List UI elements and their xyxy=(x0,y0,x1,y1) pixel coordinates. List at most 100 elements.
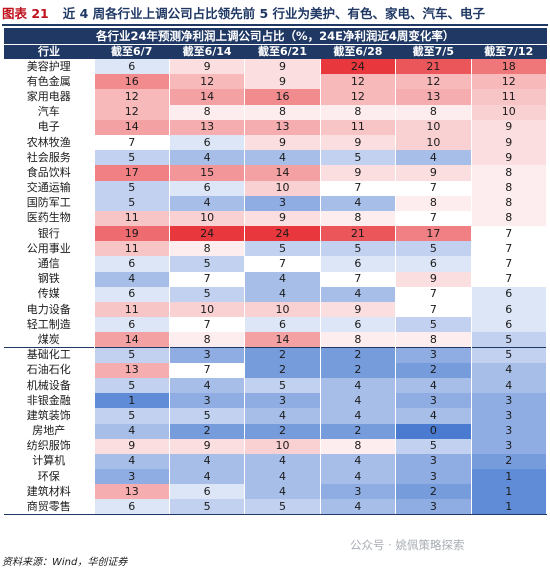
value-cell: 4 xyxy=(320,393,397,409)
value-cell: 4 xyxy=(320,286,397,302)
value-cell: 2 xyxy=(471,453,548,470)
value-cell: 7 xyxy=(471,271,548,287)
industry-name: 纺织服饰 xyxy=(4,438,95,454)
table-row: 农林牧渔 7 6 9 9 10 9 xyxy=(4,134,548,151)
value-cell: 13 xyxy=(169,119,246,135)
table-row: 煤炭 14 8 14 8 8 5 xyxy=(4,332,548,348)
value-cell: 2 xyxy=(320,423,397,439)
value-cell: 5 xyxy=(169,408,246,424)
value-cell: 12 xyxy=(94,104,170,120)
table-row: 汽车 12 8 8 8 8 10 xyxy=(4,104,548,120)
value-cell: 5 xyxy=(471,332,548,348)
industry-name: 传媒 xyxy=(4,286,95,302)
value-cell: 3 xyxy=(320,484,397,500)
value-cell: 8 xyxy=(320,438,397,454)
industry-name: 交通运输 xyxy=(4,180,95,196)
value-cell: 5 xyxy=(471,347,548,363)
value-cell: 7 xyxy=(471,241,548,257)
value-cell: 1 xyxy=(471,484,548,500)
industry-name: 煤炭 xyxy=(4,332,95,348)
value-cell: 4 xyxy=(94,271,170,287)
value-cell: 6 xyxy=(94,499,170,516)
value-cell: 4 xyxy=(320,377,397,394)
value-cell: 4 xyxy=(320,408,397,424)
column-header-date: 截至6/28 xyxy=(320,43,396,59)
industry-name: 非银金融 xyxy=(4,393,95,409)
value-cell: 9 xyxy=(471,150,548,166)
value-cell: 6 xyxy=(320,317,397,333)
value-cell: 24 xyxy=(244,226,321,242)
value-cell: 13 xyxy=(395,89,472,105)
value-cell: 14 xyxy=(169,89,246,105)
table-row: 非银金融 1 3 3 4 3 3 xyxy=(4,393,548,409)
value-cell: 8 xyxy=(471,195,548,211)
value-cell: 12 xyxy=(320,74,397,90)
value-cell: 5 xyxy=(320,150,397,166)
value-cell: 4 xyxy=(244,408,321,424)
value-cell: 8 xyxy=(320,210,397,227)
table-row: 商贸零售 6 5 5 4 3 1 xyxy=(4,499,548,516)
value-cell: 3 xyxy=(395,469,472,485)
value-cell: 9 xyxy=(169,59,246,75)
value-cell: 7 xyxy=(395,286,472,302)
value-cell: 19 xyxy=(94,226,170,242)
value-cell: 9 xyxy=(320,302,397,318)
value-cell: 7 xyxy=(169,317,246,333)
column-header-date: 截至6/14 xyxy=(169,43,245,59)
value-cell: 3 xyxy=(169,347,246,363)
table-row: 建筑装饰 5 5 4 4 4 3 xyxy=(4,408,548,424)
value-cell: 7 xyxy=(244,256,321,272)
value-cell: 17 xyxy=(395,226,472,242)
value-cell: 4 xyxy=(320,195,397,211)
value-cell: 4 xyxy=(244,453,321,470)
value-cell: 5 xyxy=(244,499,321,516)
industry-name: 房地产 xyxy=(4,423,95,439)
value-cell: 5 xyxy=(244,241,321,257)
table-row: 国防军工 5 4 3 4 8 8 xyxy=(4,195,548,211)
value-cell: 9 xyxy=(169,438,246,454)
table-row: 环保 3 4 4 4 3 1 xyxy=(4,469,548,485)
value-cell: 3 xyxy=(471,408,548,424)
value-cell: 14 xyxy=(244,332,321,348)
value-cell: 4 xyxy=(244,271,321,287)
value-cell: 7 xyxy=(395,210,472,227)
value-cell: 3 xyxy=(471,393,548,409)
value-cell: 7 xyxy=(471,226,548,242)
value-cell: 2 xyxy=(244,423,321,439)
value-cell: 3 xyxy=(169,393,246,409)
value-cell: 5 xyxy=(244,377,321,394)
value-cell: 5 xyxy=(94,408,170,424)
value-cell: 4 xyxy=(169,453,246,470)
value-cell: 9 xyxy=(244,74,321,90)
value-cell: 10 xyxy=(244,438,321,454)
value-cell: 4 xyxy=(169,195,246,211)
value-cell: 4 xyxy=(244,150,321,166)
value-cell: 2 xyxy=(320,362,397,378)
value-cell: 6 xyxy=(244,317,321,333)
industry-name: 通信 xyxy=(4,256,95,272)
value-cell: 11 xyxy=(320,119,397,135)
value-cell: 6 xyxy=(320,256,397,272)
column-header-industry: 行业 xyxy=(4,43,94,59)
value-cell: 5 xyxy=(169,499,246,516)
table-row: 建筑材料 13 6 4 3 2 1 xyxy=(4,484,548,500)
value-cell: 14 xyxy=(94,332,170,348)
industry-name: 环保 xyxy=(4,469,95,485)
value-cell: 12 xyxy=(471,74,548,90)
value-cell: 3 xyxy=(244,393,321,409)
table-row: 通信 6 5 7 6 6 7 xyxy=(4,256,548,272)
value-cell: 3 xyxy=(471,423,548,439)
value-cell: 4 xyxy=(244,484,321,500)
table-row: 有色金属 16 12 9 12 12 12 xyxy=(4,74,548,90)
value-cell: 6 xyxy=(94,286,170,302)
industry-name: 银行 xyxy=(4,226,95,242)
industry-name: 基础化工 xyxy=(4,347,95,363)
value-cell: 5 xyxy=(169,256,246,272)
table-row: 纺织服饰 9 9 10 8 5 3 xyxy=(4,438,548,454)
value-cell: 3 xyxy=(395,453,472,470)
value-cell: 17 xyxy=(94,165,170,181)
value-cell: 8 xyxy=(244,104,321,120)
value-cell: 6 xyxy=(169,484,246,500)
value-cell: 12 xyxy=(94,89,170,105)
value-cell: 1 xyxy=(471,499,548,516)
